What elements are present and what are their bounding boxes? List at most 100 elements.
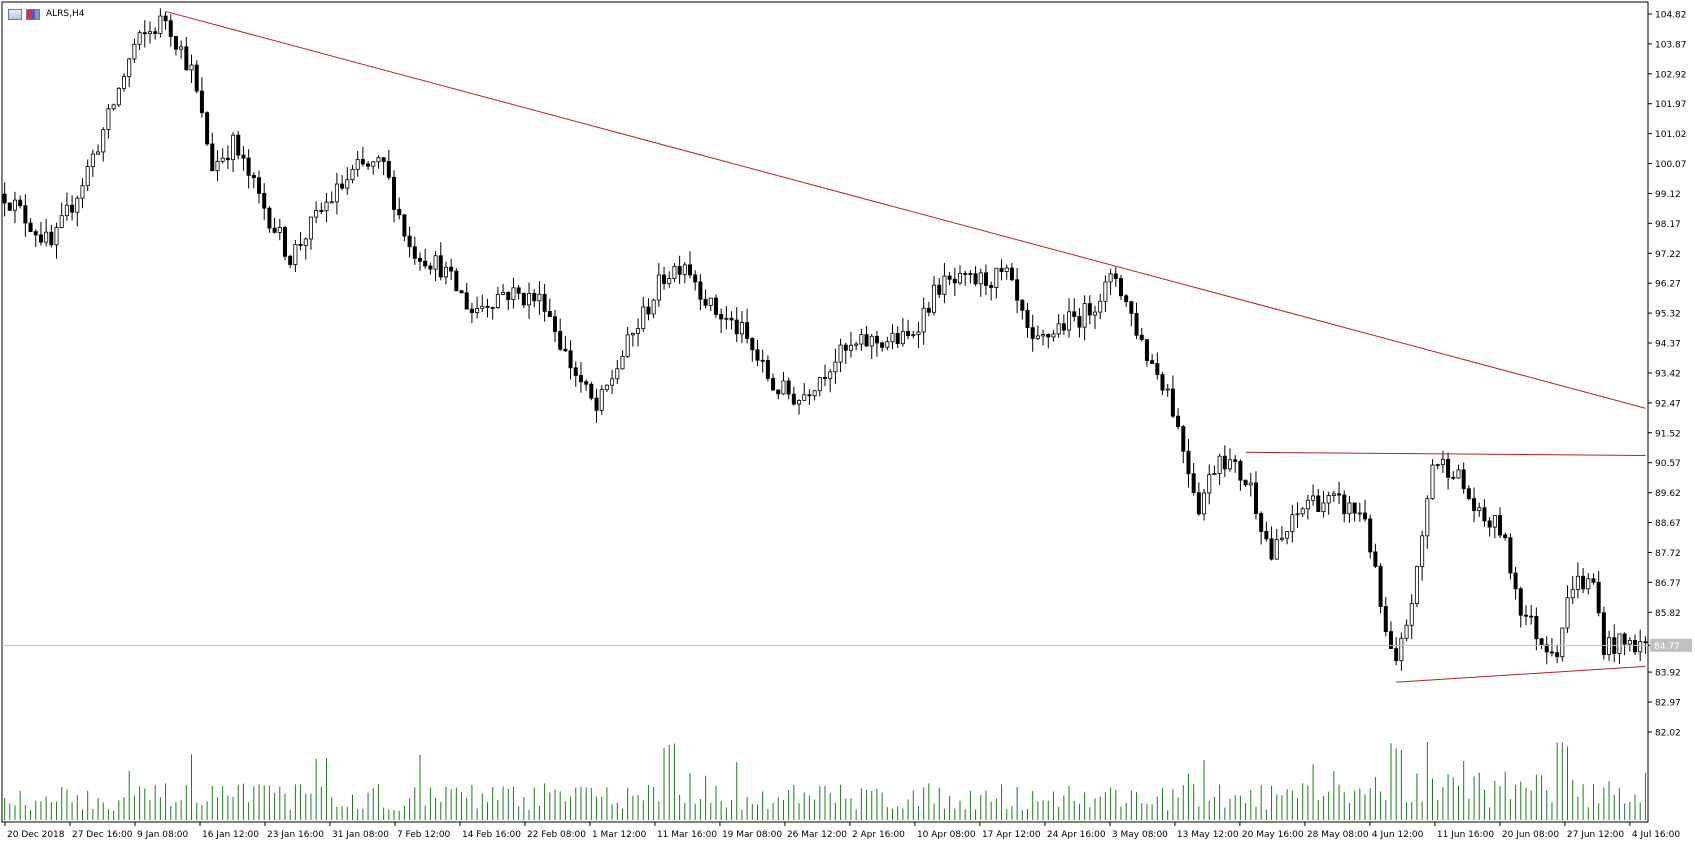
candle-body	[937, 284, 942, 295]
candle-body	[1311, 495, 1316, 501]
candle-body	[215, 160, 220, 172]
candle	[1523, 605, 1528, 626]
trendline[interactable]	[1245, 451, 1646, 456]
candle-body	[1046, 334, 1051, 338]
candle	[1285, 531, 1290, 545]
candle	[662, 266, 667, 290]
candle	[1446, 452, 1451, 490]
candle-body	[848, 344, 853, 351]
candle-body	[334, 183, 339, 203]
candle	[1565, 585, 1570, 633]
candle	[547, 298, 552, 318]
y-tick-label: 93.42	[1655, 369, 1681, 379]
candle	[137, 30, 142, 50]
candle	[1627, 637, 1632, 652]
candle-body	[1404, 624, 1409, 639]
candle	[1373, 543, 1378, 569]
candle-body	[90, 153, 95, 167]
candle	[1560, 627, 1565, 662]
candle-body	[1248, 482, 1253, 486]
candle	[1124, 294, 1129, 307]
candle-body	[1020, 299, 1025, 311]
candle	[745, 308, 750, 344]
candle-body	[1347, 502, 1352, 515]
candle	[1067, 298, 1072, 338]
candle	[521, 292, 526, 309]
candle-body	[443, 266, 448, 278]
trendline[interactable]	[165, 10, 1646, 409]
candle-body	[947, 275, 952, 280]
candle-body	[1004, 267, 1009, 272]
candle-body	[978, 272, 983, 285]
trendline[interactable]	[1396, 665, 1646, 683]
candle	[38, 221, 43, 246]
candle-body	[210, 143, 215, 172]
candle-body	[7, 202, 12, 211]
candle-body	[366, 163, 371, 167]
candle	[724, 306, 729, 330]
candle	[443, 261, 448, 285]
candle-body	[651, 299, 656, 315]
candle-body	[360, 159, 365, 165]
candle-body	[1440, 458, 1445, 466]
candle	[127, 57, 132, 87]
y-tick-label: 82.02	[1655, 728, 1681, 738]
candle	[760, 349, 765, 373]
candle	[168, 14, 173, 47]
candle-body	[1503, 534, 1508, 539]
y-tick-label: 100.07	[1655, 160, 1687, 170]
candle-body	[1030, 327, 1035, 339]
candle-body	[854, 343, 859, 346]
candle	[1274, 528, 1279, 560]
candle	[1118, 275, 1123, 300]
candle	[719, 308, 724, 333]
candle-body	[532, 292, 537, 302]
candle	[1596, 570, 1601, 617]
candle-body	[449, 266, 454, 272]
candle-body	[750, 337, 755, 351]
x-tick-label: 2 Apr 16:00	[852, 830, 905, 840]
candle-body	[1575, 575, 1580, 590]
candle-body	[558, 331, 563, 350]
y-tick-label: 94.37	[1655, 340, 1681, 350]
candle	[1555, 644, 1560, 664]
candle	[1176, 408, 1181, 430]
candle	[1160, 371, 1165, 396]
candle	[1503, 532, 1508, 541]
candle	[464, 282, 469, 310]
candle-body	[1113, 273, 1118, 279]
trendlines[interactable]	[165, 10, 1646, 683]
candle	[64, 192, 69, 221]
candle	[1575, 562, 1580, 599]
candle-body	[80, 185, 85, 199]
candle	[1404, 619, 1409, 642]
candle-body	[1041, 334, 1046, 337]
candle-body	[963, 273, 968, 275]
x-tick-label: 10 Apr 08:00	[917, 830, 976, 840]
candle-body	[1191, 473, 1196, 494]
y-tick-label: 91.52	[1655, 429, 1681, 439]
candle-body	[1544, 644, 1549, 653]
candle-body	[693, 274, 698, 283]
chart-window-icon[interactable]	[8, 8, 22, 20]
candle	[1103, 275, 1108, 313]
candle	[1622, 632, 1627, 656]
candle-body	[890, 332, 895, 343]
candle-body	[1456, 469, 1461, 479]
indicator-icon[interactable]	[26, 8, 40, 20]
candle	[1030, 314, 1035, 352]
candle-body	[1487, 520, 1492, 528]
candle	[869, 333, 874, 360]
candle	[999, 259, 1004, 281]
y-tick-label: 92.47	[1655, 399, 1681, 409]
candle	[973, 266, 978, 287]
candle	[355, 150, 360, 177]
candle-body	[755, 349, 760, 361]
candle-body	[116, 87, 121, 106]
candle-body	[734, 319, 739, 335]
candle	[646, 298, 651, 321]
candle-body	[70, 204, 75, 213]
candle	[656, 262, 661, 307]
candle	[911, 330, 916, 339]
